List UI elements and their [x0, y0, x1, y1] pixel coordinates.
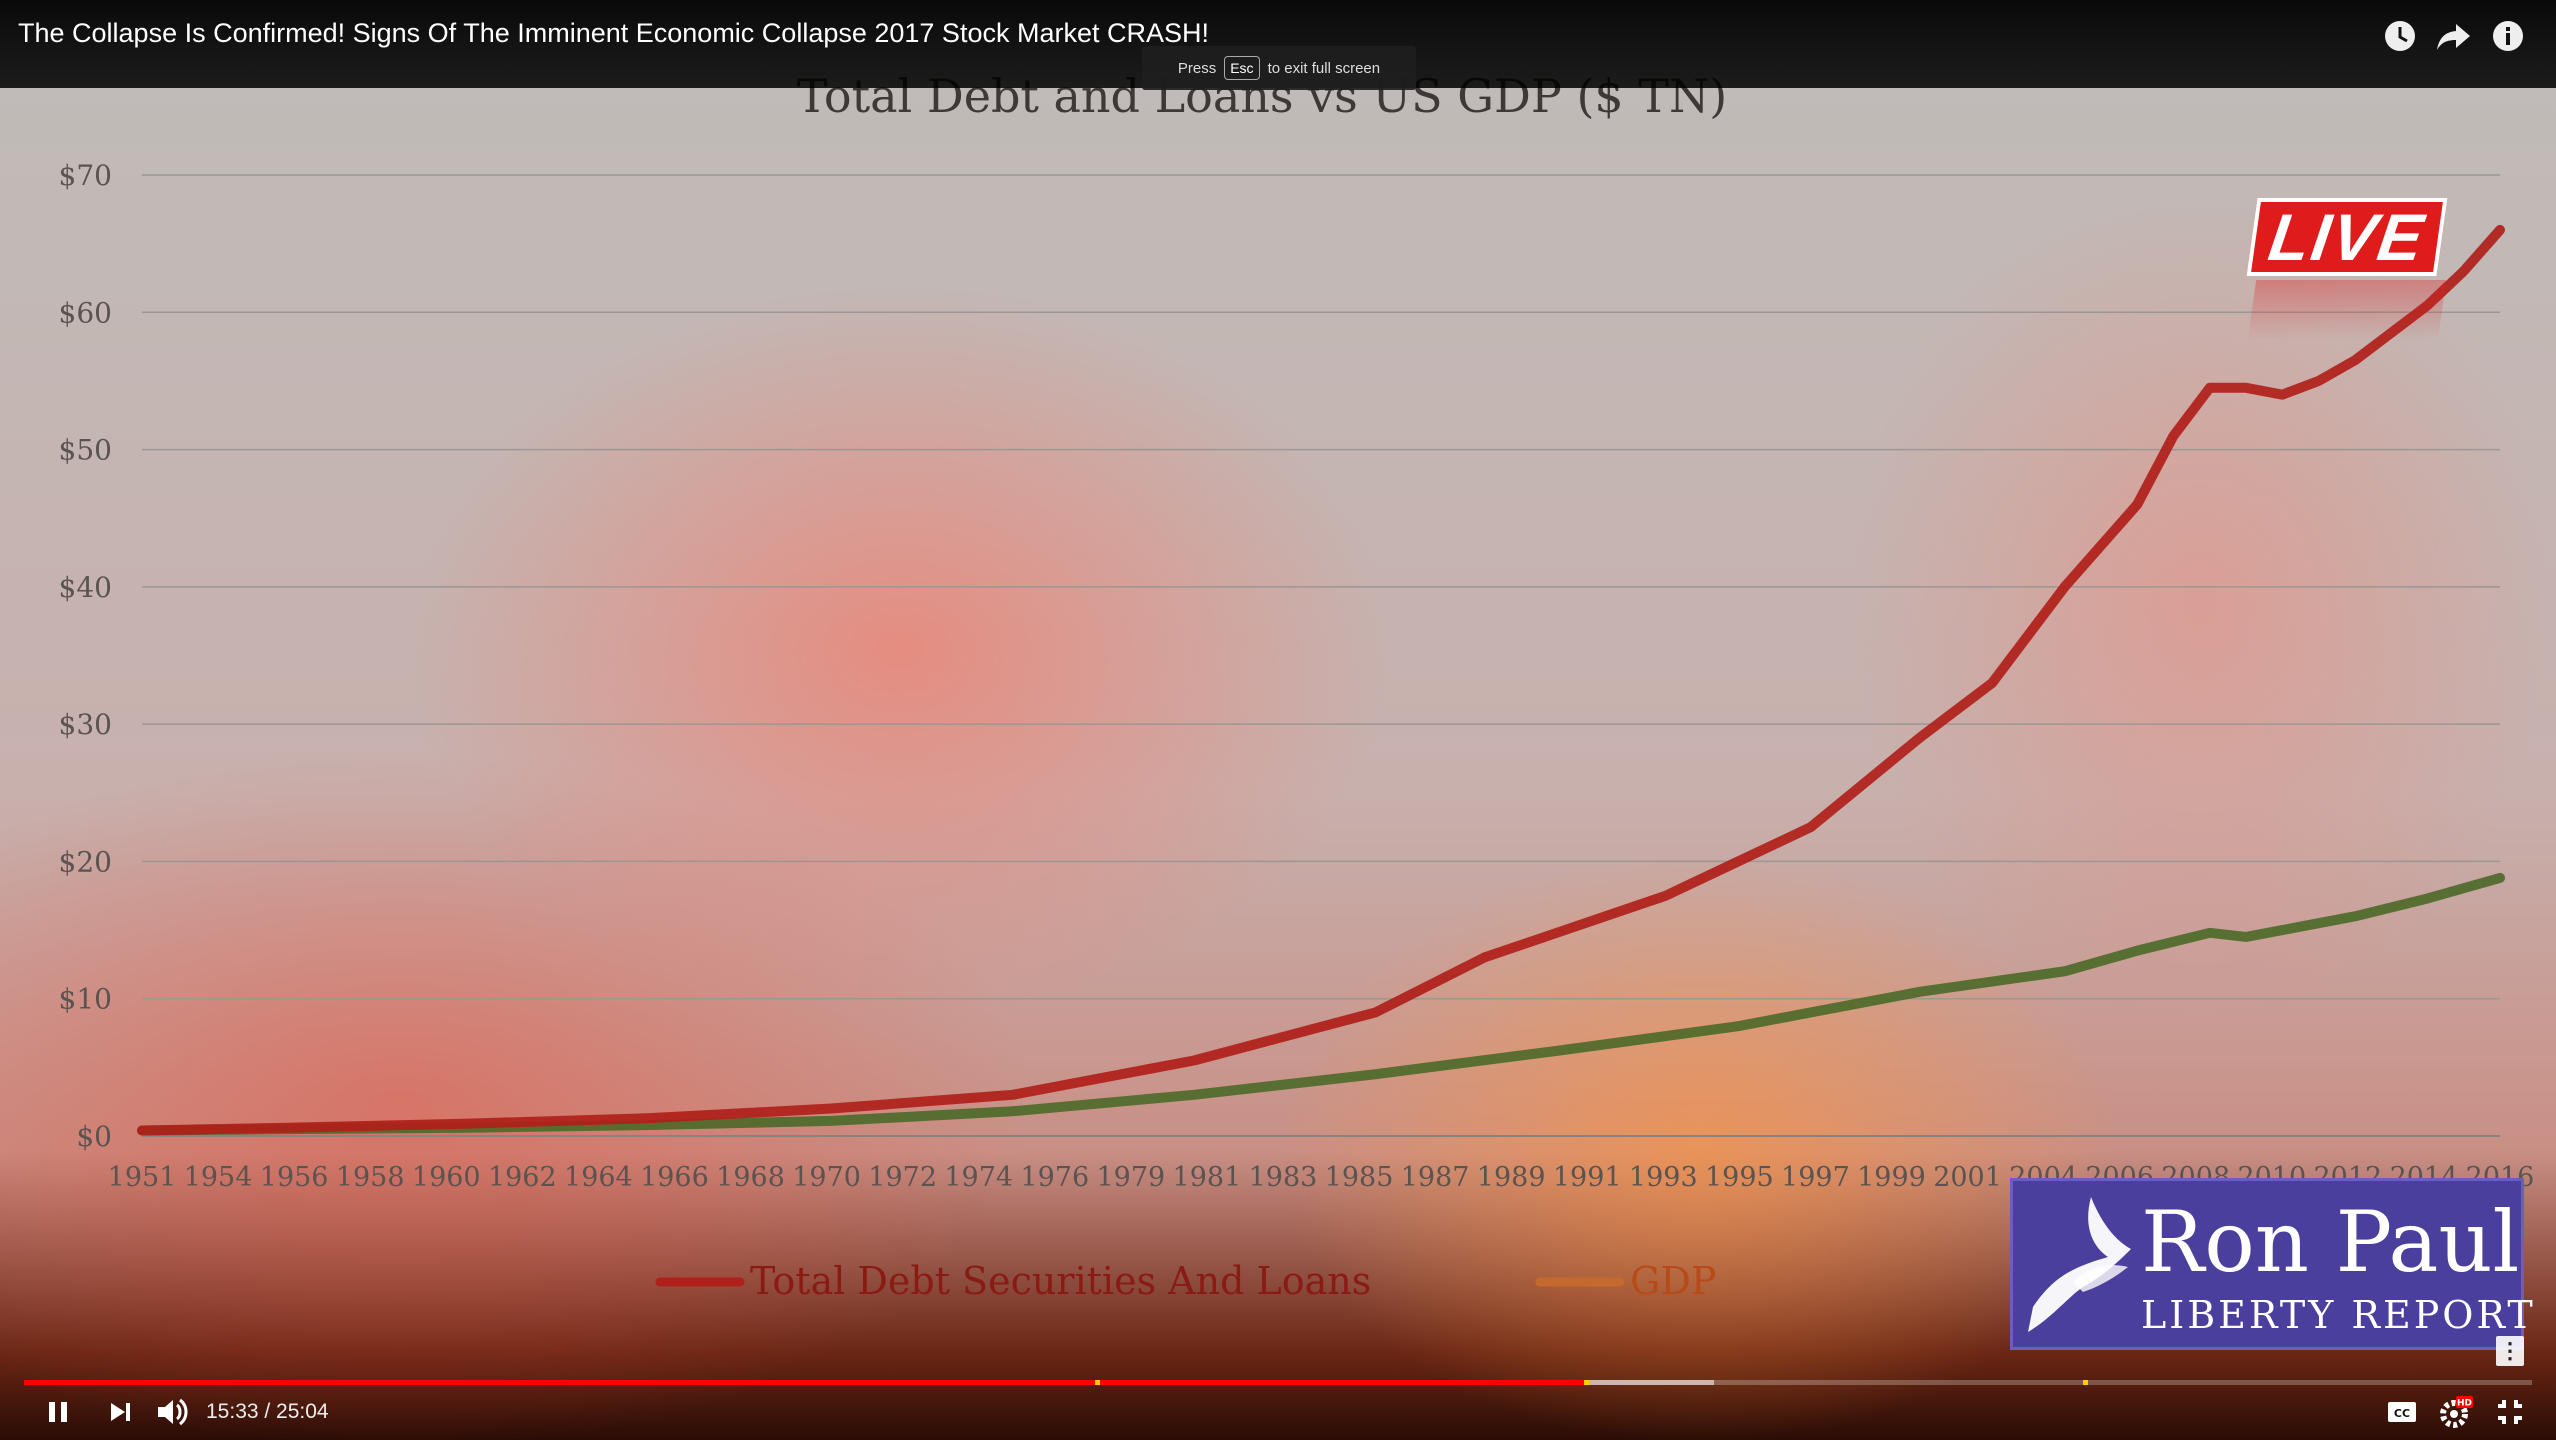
y-tick-label: $10	[59, 983, 112, 1016]
legend-label: GDP	[1630, 1259, 1716, 1303]
live-badge: LIVE	[2246, 198, 2448, 276]
x-tick-label: 1991	[1553, 1162, 1622, 1193]
x-tick-label: 1956	[260, 1162, 329, 1193]
y-tick-label: $70	[59, 159, 112, 192]
player-controls	[0, 1336, 2556, 1440]
exit-fullscreen-icon[interactable]	[2490, 1392, 2530, 1432]
share-icon[interactable]	[2434, 16, 2474, 56]
x-tick-label: 1976	[1020, 1162, 1089, 1193]
ad-marker	[1583, 1380, 1589, 1385]
y-tick-label: $40	[59, 571, 112, 604]
x-tick-label: 1979	[1096, 1162, 1165, 1193]
progress-bar[interactable]	[24, 1380, 2532, 1385]
series-line-debt	[137, 224, 2505, 1136]
settings-icon[interactable]: HD	[2434, 1392, 2474, 1432]
x-tick-label: 1981	[1173, 1162, 1242, 1193]
live-badge-reflection	[2247, 280, 2447, 340]
logo-name: Ron Paul	[2141, 1193, 2520, 1291]
x-tick-label: 1974	[944, 1162, 1013, 1193]
ad-marker	[1094, 1380, 1100, 1385]
svg-text:CC: CC	[2394, 1407, 2410, 1420]
x-tick-label: 1995	[1705, 1162, 1774, 1193]
x-tick-label: 1964	[564, 1162, 633, 1193]
x-tick-label: 1972	[868, 1162, 937, 1193]
fullscreen-hint: Press Esc to exit full screen	[1142, 46, 1416, 90]
captions-icon[interactable]: CC	[2382, 1392, 2422, 1432]
x-tick-label: 1970	[792, 1162, 861, 1193]
progress-played	[24, 1380, 1584, 1385]
x-tick-label: 2001	[1933, 1162, 2002, 1193]
x-tick-label: 1951	[108, 1162, 177, 1193]
legend-label: Total Debt Securities And Loans	[750, 1259, 1371, 1303]
x-tick-label: 1960	[412, 1162, 481, 1193]
player-title-bar: The Collapse Is Confirmed! Signs Of The …	[0, 0, 2556, 88]
x-tick-label: 1968	[716, 1162, 785, 1193]
esc-key: Esc	[1224, 56, 1260, 80]
logo-subtitle: LIBERTY REPORT	[2141, 1293, 2536, 1337]
y-tick-label: $50	[59, 434, 112, 467]
video-title[interactable]: The Collapse Is Confirmed! Signs Of The …	[18, 18, 1209, 48]
annotation-menu-icon[interactable]: ⋮	[2496, 1336, 2524, 1366]
x-tick-label: 1958	[336, 1162, 405, 1193]
ad-marker	[2083, 1380, 2089, 1385]
x-tick-label: 1954	[184, 1162, 253, 1193]
dove-icon	[2028, 1197, 2131, 1332]
watch-later-icon[interactable]	[2380, 16, 2420, 56]
liberty-report-logo: Ron Paul LIBERTY REPORT	[2010, 1178, 2533, 1350]
live-text: LIVE	[2264, 200, 2430, 274]
info-icon[interactable]	[2488, 16, 2528, 56]
x-tick-label: 1983	[1249, 1162, 1318, 1193]
x-tick-label: 1987	[1401, 1162, 1470, 1193]
y-tick-label: $0	[76, 1120, 112, 1153]
x-tick-label: 1997	[1781, 1162, 1850, 1193]
x-tick-label: 1966	[640, 1162, 709, 1193]
pause-icon[interactable]	[38, 1392, 78, 1432]
y-tick-label: $30	[59, 708, 112, 741]
next-icon[interactable]	[100, 1392, 140, 1432]
x-tick-label: 1999	[1857, 1162, 1926, 1193]
fullscreen-hint-press: Press	[1177, 59, 1217, 77]
x-tick-label: 1993	[1629, 1162, 1698, 1193]
x-tick-label: 1989	[1477, 1162, 1546, 1193]
y-tick-label: $60	[59, 296, 112, 329]
volume-icon[interactable]	[152, 1392, 192, 1432]
hd-badge: HD	[2457, 1399, 2472, 1409]
x-tick-label: 1962	[488, 1162, 557, 1193]
fullscreen-hint-rest: to exit full screen	[1267, 59, 1381, 77]
x-tick-label: 1985	[1325, 1162, 1394, 1193]
y-tick-label: $20	[59, 845, 112, 878]
time-display: 15:33 / 25:04	[206, 1400, 329, 1423]
series-line-gdp	[137, 872, 2505, 1136]
